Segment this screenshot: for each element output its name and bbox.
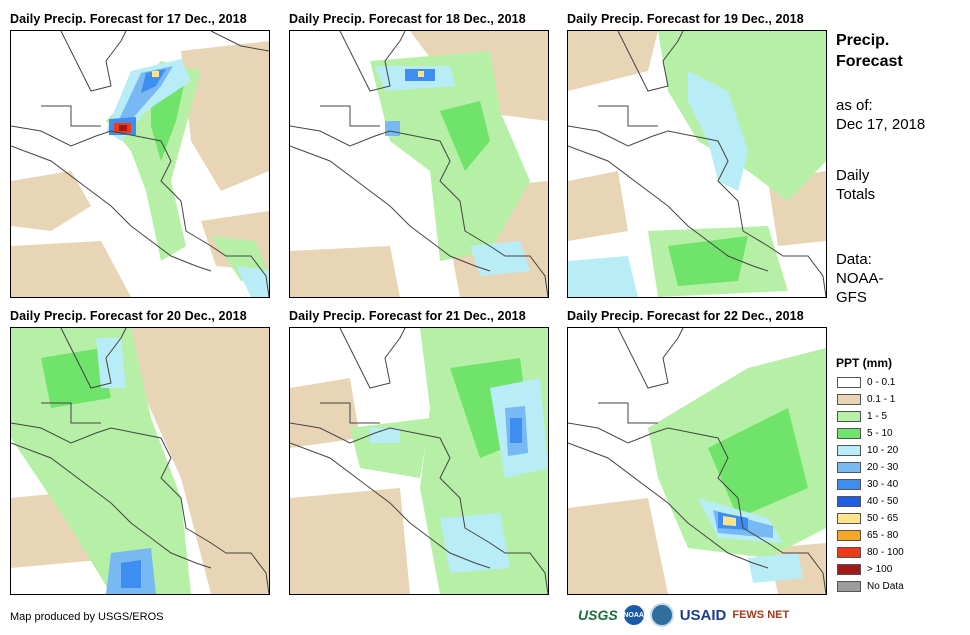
totals-block: Daily Totals — [836, 166, 875, 204]
legend-label: > 100 — [867, 564, 893, 575]
legend-swatch — [837, 479, 861, 490]
legend-title: PPT (mm) — [836, 356, 893, 370]
coastline-outline — [290, 328, 548, 594]
legend-item: 30 - 40 — [837, 478, 898, 491]
coastline-outline — [290, 31, 548, 297]
precip-map-19-dec — [567, 30, 827, 298]
asof-block: as of: Dec 17, 2018 — [836, 96, 925, 134]
panel-title-4: Daily Precip. Forecast for 20 Dec., 2018 — [10, 309, 247, 323]
legend-swatch — [837, 428, 861, 439]
legend-item: 5 - 10 — [837, 427, 893, 440]
legend-item: 0.1 - 1 — [837, 393, 895, 406]
totals-line2: Totals — [836, 186, 876, 203]
seal-logo — [649, 603, 674, 627]
asof-label: as of: — [836, 97, 873, 114]
data-source-block: Data: NOAA- GFS — [836, 250, 884, 307]
legend-swatch — [837, 530, 861, 541]
legend-item: 10 - 20 — [837, 444, 898, 457]
legend-item: 65 - 80 — [837, 529, 898, 542]
legend-swatch — [837, 513, 861, 524]
data-label: Data: — [836, 251, 872, 268]
precip-map-20-dec — [10, 327, 270, 595]
legend-label: 20 - 30 — [867, 462, 899, 473]
sidebar-heading-line1: Precip. — [836, 32, 890, 49]
fews-net-logo: FEWS NET — [732, 609, 790, 621]
legend-swatch — [837, 377, 861, 388]
legend-swatch — [837, 394, 861, 405]
coastline-outline — [11, 328, 269, 594]
legend-label: 10 - 20 — [867, 445, 899, 456]
legend-swatch — [837, 496, 861, 507]
legend-label: 0.1 - 1 — [867, 394, 896, 405]
legend-item: 50 - 65 — [837, 512, 898, 525]
panel-title-5: Daily Precip. Forecast for 21 Dec., 2018 — [289, 309, 526, 323]
legend-swatch — [837, 411, 861, 422]
legend-swatch — [837, 547, 861, 558]
legend-label: No Data — [867, 581, 904, 592]
legend-item: 40 - 50 — [837, 495, 898, 508]
legend-swatch — [837, 581, 861, 592]
legend-label: 50 - 65 — [867, 513, 899, 524]
sidebar-heading-line2: Forecast — [836, 53, 903, 70]
panel-title-6: Daily Precip. Forecast for 22 Dec., 2018 — [567, 309, 804, 323]
panel-title-1: Daily Precip. Forecast for 17 Dec., 2018 — [10, 12, 247, 26]
legend-item: > 100 — [837, 563, 892, 576]
precip-map-18-dec — [289, 30, 549, 298]
legend-item: 20 - 30 — [837, 461, 898, 474]
legend-swatch — [837, 564, 861, 575]
totals-line1: Daily — [836, 167, 870, 184]
precip-map-21-dec — [289, 327, 549, 595]
data-source-line2: GFS — [836, 289, 867, 306]
usaid-logo: USAID — [679, 606, 727, 624]
precip-field — [290, 328, 548, 594]
precip-map-22-dec — [567, 327, 827, 595]
legend-swatch — [837, 445, 861, 456]
panel-title-2: Daily Precip. Forecast for 18 Dec., 2018 — [289, 12, 526, 26]
legend-swatch — [837, 462, 861, 473]
coastline-outline — [568, 31, 826, 297]
legend-label: 65 - 80 — [867, 530, 899, 541]
asof-date: Dec 17, 2018 — [836, 116, 926, 133]
legend-label: 5 - 10 — [867, 428, 893, 439]
panel-title-3: Daily Precip. Forecast for 19 Dec., 2018 — [567, 12, 804, 26]
precip-field — [568, 31, 826, 297]
legend-label: 30 - 40 — [867, 479, 899, 490]
legend-item: 1 - 5 — [837, 410, 887, 423]
sidebar-heading: Precip. Forecast — [836, 30, 903, 72]
precip-field — [568, 348, 826, 594]
coastline-outline — [11, 31, 269, 297]
legend-item: 0 - 0.1 — [837, 376, 895, 389]
data-source-line1: NOAA- — [836, 270, 884, 287]
precip-map-17-dec — [10, 30, 270, 298]
noaa-logo: NOAA — [623, 605, 644, 625]
logo-strip: USGS NOAA USAID FEWS NET — [578, 603, 789, 627]
legend-label: 40 - 50 — [867, 496, 899, 507]
credit-text: Map produced by USGS/EROS — [10, 611, 164, 623]
legend-item: No Data — [837, 580, 904, 593]
legend-label: 80 - 100 — [867, 547, 904, 558]
precip-field — [11, 41, 269, 297]
usgs-logo: USGS — [578, 607, 618, 623]
precip-field — [11, 328, 269, 594]
precip-field — [290, 31, 548, 297]
legend-label: 0 - 0.1 — [867, 377, 896, 388]
legend-label: 1 - 5 — [867, 411, 888, 422]
coastline-outline — [568, 328, 826, 594]
legend-item: 80 - 100 — [837, 546, 904, 559]
